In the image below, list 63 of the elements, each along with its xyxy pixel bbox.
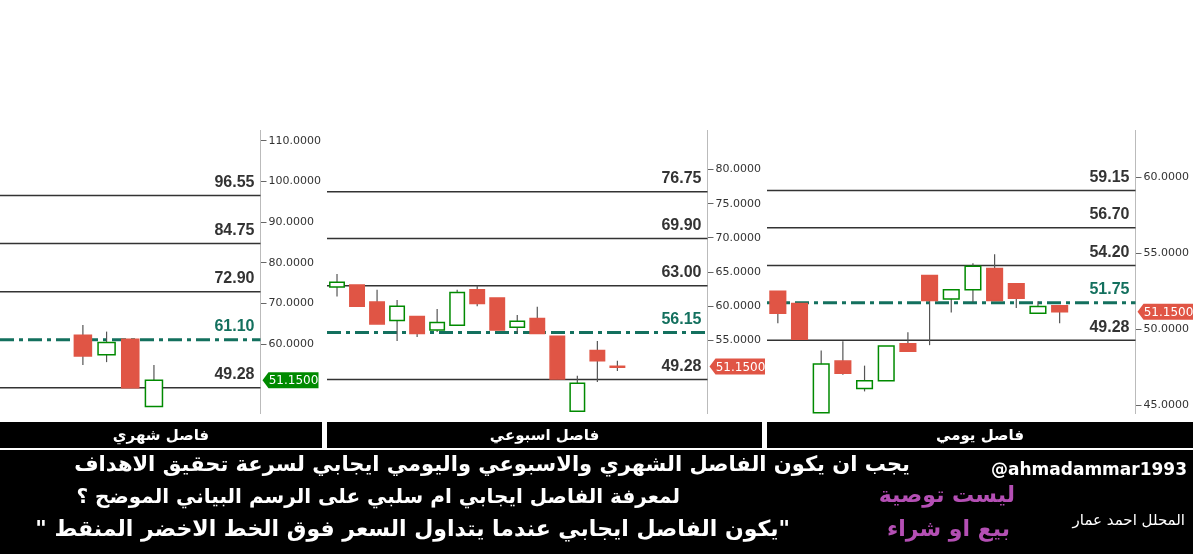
y-tick-label: 55.0000	[715, 333, 762, 347]
text: فاصل اسبوعي	[327, 422, 762, 448]
ref-line-label: 84.75	[214, 220, 255, 238]
text: يجب ان يكون الفاصل الشهري والاسبوعي واليومي ايجابي لسرعة تحقيق الاهداف	[74, 452, 910, 476]
ref-line-label: 56.70	[1089, 205, 1130, 223]
candlestick	[899, 331, 917, 353]
y-tick-label: 60.0000	[268, 337, 315, 351]
y-tick-label: 110.0000	[268, 133, 322, 147]
ref-line-label: 69.90	[661, 215, 702, 233]
candlestick	[97, 331, 116, 363]
candlestick	[1007, 283, 1025, 309]
ref-line-label: 49.28	[1089, 317, 1130, 335]
y-tick-label: 60.0000	[1143, 170, 1190, 184]
ref-line-label: 96.55	[214, 172, 255, 190]
text: بيع او شراء	[887, 516, 1010, 541]
y-tick-label: 60.0000	[715, 299, 762, 313]
y-tick-label: 70.0000	[268, 296, 315, 310]
candlestick	[529, 306, 546, 335]
text: 51.1500	[715, 359, 766, 374]
candlestick	[73, 324, 93, 366]
text: @ahmadammar1993	[991, 459, 1187, 479]
ref-line-label: 76.75	[661, 169, 702, 187]
y-tick-label: 55.0000	[1143, 246, 1190, 260]
candlestick	[769, 290, 787, 324]
y-tick-label: 80.0000	[268, 255, 315, 269]
text: ليست توصية	[878, 482, 1015, 507]
y-tick-label: 45.0000	[1143, 397, 1190, 411]
text: "يكون الفاصل ايجابي عندما يتداول السعر فوق الخط الاخضر المنقط "	[35, 516, 790, 541]
candlestick	[389, 299, 406, 342]
candlestick	[964, 262, 982, 303]
candlestick	[409, 315, 426, 338]
text: المحلل احمد عمار	[1072, 511, 1185, 529]
text: فاصل شهري	[0, 422, 322, 448]
text: لمعرفة الفاصل ايجابي ام سلبي على الرسم البياني الموضح ؟	[76, 484, 680, 508]
ref-line-label: 54.20	[1089, 242, 1130, 260]
y-tick-label: 50.0000	[1143, 322, 1190, 336]
candlestick	[942, 288, 960, 314]
text: 51.1500	[1143, 304, 1193, 319]
candlestick	[469, 285, 486, 307]
y-tick-label: 80.0000	[715, 162, 762, 176]
ref-line-label: 51.75	[1089, 280, 1130, 298]
y-tick-label: 75.0000	[715, 196, 762, 210]
candlestick	[509, 314, 526, 335]
candlestick	[855, 365, 874, 393]
ref-line-label: 72.90	[214, 269, 255, 287]
candlestick	[329, 273, 345, 298]
candlestick	[834, 340, 852, 376]
candlestick	[369, 289, 386, 325]
ref-line-label: 61.10	[214, 317, 255, 335]
ref-line-label: 59.15	[1089, 167, 1130, 185]
candlestick	[349, 284, 365, 307]
text: 51.1500	[268, 373, 319, 388]
candlestick	[589, 340, 606, 383]
ref-line-label: 56.15	[661, 309, 702, 327]
ref-line-label: 63.00	[661, 263, 702, 281]
y-tick-label: 65.0000	[715, 264, 762, 278]
y-tick-label: 90.0000	[268, 215, 315, 229]
candlestick	[429, 308, 446, 333]
ref-line-label: 49.28	[214, 365, 255, 383]
ref-line-label: 49.28	[661, 356, 702, 374]
y-tick-label: 100.0000	[268, 174, 322, 188]
text: فاصل يومي	[767, 422, 1193, 448]
y-tick-label: 70.0000	[715, 230, 762, 244]
